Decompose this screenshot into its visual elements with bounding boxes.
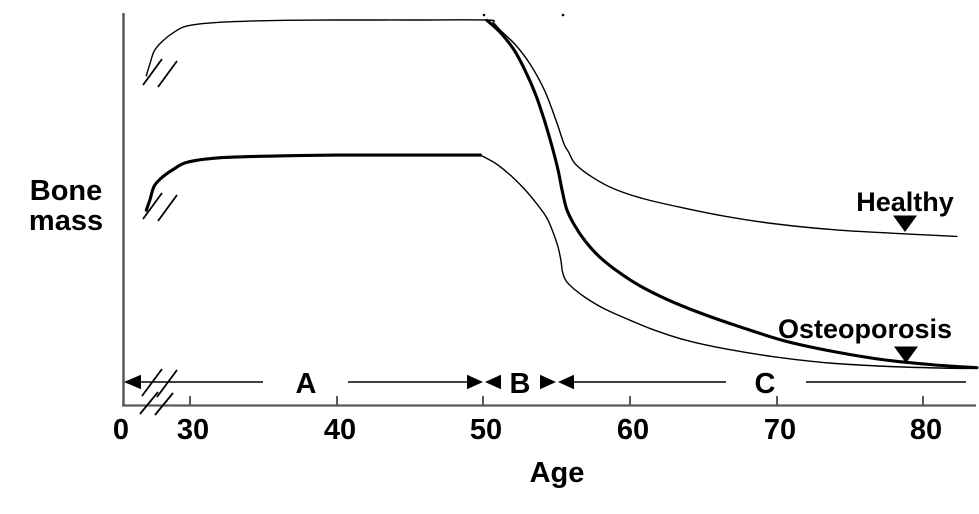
x-axis-title: Age xyxy=(530,457,585,489)
tick-label-30: 30 xyxy=(177,414,209,446)
y-axis-title-line1: Bone xyxy=(30,175,103,207)
tick-label-50: 50 xyxy=(470,414,502,446)
plot-dot-right xyxy=(561,13,565,17)
region-c-left-arrow-icon xyxy=(558,374,574,390)
axes xyxy=(122,13,976,416)
curves-layer xyxy=(144,18,979,370)
tick-label-60: 60 xyxy=(617,414,649,446)
lower-curve-break-icon xyxy=(142,192,163,220)
upper-curve-break-icon xyxy=(142,58,163,86)
x-axis-break-icon xyxy=(139,391,174,416)
osteoporosis-marker-icon xyxy=(894,346,918,363)
curve-1-thick xyxy=(485,18,979,370)
curve-3-thin xyxy=(479,154,978,370)
tick-label-70: 70 xyxy=(764,414,796,446)
osteoporosis-label: Osteoporosis xyxy=(778,314,952,344)
curve-break-marks xyxy=(142,58,178,222)
axis-titles: Bone mass Age xyxy=(29,175,584,489)
tick-label-80: 80 xyxy=(910,414,942,446)
region-a-break-icon xyxy=(141,368,178,398)
region-b-label: B xyxy=(510,368,531,400)
region-b-left-arrow-icon xyxy=(485,374,501,390)
region-arrows xyxy=(124,368,966,398)
healthy-marker-icon xyxy=(893,215,917,232)
tick-labels: 0 30 40 50 60 70 80 xyxy=(113,414,942,446)
region-b-right-arrow-icon xyxy=(540,374,556,390)
region-a-right-arrow-icon xyxy=(467,374,483,390)
upper-curve-break-icon xyxy=(157,60,178,88)
curve-0-thin xyxy=(145,19,958,238)
plot-dot-left xyxy=(482,13,486,17)
region-a-left-arrow-icon xyxy=(124,374,141,390)
curve-2-thick xyxy=(144,153,482,212)
region-a-label: A xyxy=(296,368,317,400)
healthy-label: Healthy xyxy=(856,187,954,217)
region-labels: A B C xyxy=(296,368,776,400)
region-c-label: C xyxy=(755,368,776,400)
lower-curve-break-icon xyxy=(157,194,178,222)
annotations: Healthy Osteoporosis xyxy=(778,187,954,363)
tick-label-40: 40 xyxy=(324,414,356,446)
y-axis-title-line2: mass xyxy=(29,205,103,237)
tick-label-0: 0 xyxy=(113,414,129,446)
